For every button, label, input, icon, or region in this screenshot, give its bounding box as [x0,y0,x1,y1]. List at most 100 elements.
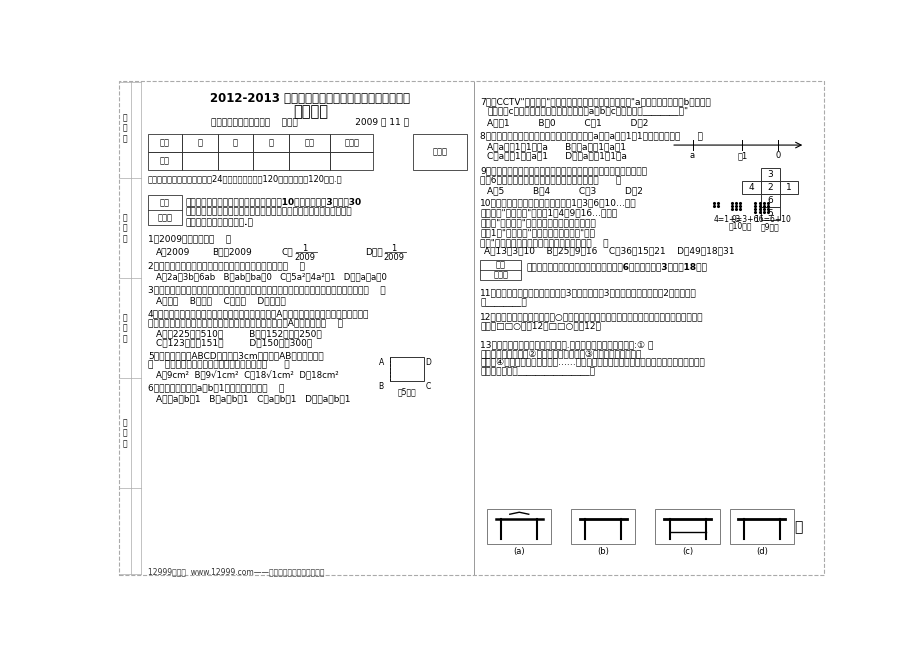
Text: (c): (c) [681,547,692,556]
Text: A．2009: A．2009 [156,247,190,256]
Text: A．－1          B．0          C．1          D．2: A．－1 B．0 C．1 D．2 [487,118,648,127]
Text: 3．用平面截一个几何体，如果截面的形状是长方形（或正方形），那么该几何体不可能是（    ）: 3．用平面截一个几何体，如果截面的形状是长方形（或正方形），那么该几何体不可能是… [148,286,385,294]
Text: 学
号
：: 学 号 ： [122,113,127,143]
Text: 学
校
：: 学 校 ： [122,419,127,448]
Text: 12999数学网  www.12999.com——免费课件、教案、试题下载: 12999数学网 www.12999.com——免费课件、教案、试题下载 [148,567,323,577]
Bar [253,152,289,170]
Text: 9=3+6: 9=3+6 [731,215,758,224]
Text: 的数称为"三角形数"，而把1、4、9、16…这样的: 的数称为"三角形数"，而把1、4、9、16…这样的 [480,209,617,218]
Bar [148,134,182,152]
Text: 数学试题: 数学试题 [292,104,327,119]
Text: 7．在CCTV"开心辞典"栏目中，主持人问这样一道题目："a是最小的正整数，b是最大的: 7．在CCTV"开心辞典"栏目中，主持人问这样一道题目："a是最小的正整数，b是… [480,97,710,106]
Text: B: B [379,382,383,391]
Bar [760,194,778,207]
Text: 10．古希腊著名的毕达哥拉斯学派把1、3、6、10…这样: 10．古希腊著名的毕达哥拉斯学派把1、3、6、10…这样 [480,199,636,207]
Text: 负整数，c是绝对值最小的有理数，请问：a、b、c三数之和是________。": 负整数，c是绝对值最小的有理数，请问：a、b、c三数之和是________。" [487,106,687,115]
Text: 姓
名
：: 姓 名 ： [122,213,127,243]
Text: 总分: 总分 [304,138,314,148]
Bar [413,134,467,170]
Text: C．a＜－1＜－a＜1      D．－a＜－1＜1＜a: C．a＜－1＜－a＜1 D．－a＜－1＜1＜a [487,151,627,160]
Text: 第10题图: 第10题图 [728,222,751,231]
Text: 座位号: 座位号 [432,148,448,157]
Text: A．2a＋3b＝6ab   B．ab－ba＝0   C．5a²－4a²＝1   D．－a－a＝0: A．2a＋3b＝6ab B．ab－ba＝0 C．5a²－4a²＝1 D．－a－a… [156,273,387,281]
Text: 3: 3 [766,170,772,179]
Text: D．－: D．－ [365,247,382,256]
Bar [218,134,253,152]
Text: 4=1+3: 4=1+3 [713,215,741,224]
Text: A．a＜－1＜1＜－a      B．－a＜－1＜a＜1: A．a＜－1＜1＜－a B．－a＜－1＜a＜1 [487,142,626,151]
Text: 看吧；④最后它终于爬上了桌子……请你根据小狗四次观看礼物的顺序把下面四幅图对应字: 看吧；④最后它终于爬上了桌子……请你根据小狗四次观看礼物的顺序把下面四幅图对应字 [480,358,704,367]
Text: 1: 1 [301,244,307,253]
Text: 6．去括号：－（－a＋b－1）结果正确的是（    ）: 6．去括号：－（－a＋b－1）结果正确的是（ ） [148,384,284,393]
Text: 11．如果水库的水位高于标准水位3米时，记作＋3米，那么低于标准水位2米时，应记: 11．如果水库的水位高于标准水位3米时，记作＋3米，那么低于标准水位2米时，应记 [480,289,696,298]
Bar [253,134,289,152]
Text: 2009: 2009 [383,254,403,262]
Bar [289,152,330,170]
Text: A: A [378,358,383,367]
Bar [218,152,253,170]
Text: 一、认认真真选，沉着应战！（本大题共10小题，每小题3分，共30
分）每小题有四个选项，其中只有一个选项是正确的，将正确选项的字
母填入相应的题后括号内.）: 一、认认真真选，沉着应战！（本大题共10小题，每小题3分，共30 分）每小题有四… [186,197,361,227]
Text: 第5题图: 第5题图 [397,387,415,396]
Text: 大于1的"正方形数"都可以看作两个相邻"三角: 大于1的"正方形数"都可以看作两个相邻"三角 [480,229,595,238]
Text: (a): (a) [513,547,525,556]
Bar [760,207,778,220]
Text: 题号: 题号 [160,138,170,148]
Text: (b): (b) [596,547,608,556]
Text: 得分: 得分 [160,198,170,207]
Bar [487,510,550,545]
Bar [778,181,797,194]
Text: 2: 2 [766,183,772,192]
Text: 🐕: 🐕 [793,520,801,534]
Bar [654,510,719,545]
Text: A．－a＋b－1   B．a＋b＋1   C．a－b＋1   D．－a＋b＋1: A．－a＋b－1 B．a＋b＋1 C．a－b＋1 D．－a＋b＋1 [156,395,350,404]
Text: 2．下面是小明同学做的合并同类项的题，其中正确的是（    ）: 2．下面是小明同学做的合并同类项的题，其中正确的是（ ） [148,262,304,270]
Text: 2009: 2009 [294,254,315,262]
Bar [148,152,182,170]
Text: 二: 二 [233,138,238,148]
Bar [480,260,521,280]
Bar [760,168,778,181]
Text: 16=6+10: 16=6+10 [753,215,789,224]
Bar [289,134,330,152]
Text: 狗先是趴在地面上瞧②然后抬起了前腿看；③咦，还是站在凳子上: 狗先是趴在地面上瞧②然后抬起了前腿看；③咦，还是站在凳子上 [480,349,641,358]
Text: （说明：本卷共有三个大题，24个小题，全卷满分120分，考试时间120分钟.）: （说明：本卷共有三个大题，24个小题，全卷满分120分，考试时间120分钟.） [148,174,342,183]
Text: 下（向南走为正方向），如果第二次记录时停下，此时他离A点最近的是（    ）: 下（向南走为正方向），如果第二次记录时停下，此时他离A点最近的是（ ） [148,318,343,328]
Text: －1: －1 [736,151,747,160]
Text: A．5          B．4          C．3          D．2: A．5 B．4 C．3 D．2 [487,186,642,195]
Text: 累分人: 累分人 [344,138,358,148]
Bar [182,152,218,170]
Bar [182,134,218,152]
Text: 1: 1 [391,244,396,253]
Text: 5: 5 [766,209,772,218]
Text: 4．小明经常在一条南北方向的公路上散步，他每次从A点出发，两次记录自己散步的情况如: 4．小明经常在一条南北方向的公路上散步，他每次从A点出发，两次记录自己散步的情况… [148,310,369,318]
Text: 形数"之和。下列等式中，符合这一规律的是（    ）: 形数"之和。下列等式中，符合这一规律的是（ ） [480,239,607,248]
Text: 字为6的面是底面，则朝上一面所标注的数字为（      ）: 字为6的面是底面，则朝上一面所标注的数字为（ ） [480,175,620,184]
Bar [729,510,793,545]
Bar [330,134,373,152]
Text: a: a [689,151,695,160]
Text: 一: 一 [198,138,202,148]
Text: 1: 1 [785,183,791,192]
Text: 二、仔仔细细填，记录自信！（本大题共6小题，每小题3分，共18分）: 二、仔仔细细填，记录自信！（本大题共6小题，每小题3分，共18分） [526,262,707,271]
Text: 得分: 得分 [495,260,505,269]
Text: A．圆柱    B．棱柱    C．圆锥    D．正方体: A．圆柱 B．棱柱 C．圆锥 D．正方体 [156,296,286,306]
Text: A．－225米，510米         B．－152米，－250米: A．－225米，510米 B．－152米，－250米 [156,330,322,339]
Text: 形    旋转一周，所得几何体的主视图的面积是（      ）: 形 旋转一周，所得几何体的主视图的面积是（ ） [148,360,289,369]
Text: 13．桌子摆满了同学们送来的礼物.小狗欢欢好奇地想看个究竟:① 小: 13．桌子摆满了同学们送来的礼物.小狗欢欢好奇地想看个究竟:① 小 [480,340,652,349]
Text: 第9题图: 第9题图 [760,223,778,232]
Text: 阅卷人: 阅卷人 [157,213,172,222]
Text: 母正确的排序为________________．: 母正确的排序为________________． [480,367,595,376]
Text: 0: 0 [775,151,780,160]
Bar [148,195,182,225]
Text: C．: C． [281,247,293,256]
Bar [760,181,778,194]
Text: B．－2009: B．－2009 [211,247,252,256]
Text: 5．如图，正方形ABCD的边长为3cm，以直线AB为轴，将正方: 5．如图，正方形ABCD的边长为3cm，以直线AB为轴，将正方 [148,351,323,360]
Bar [742,181,760,194]
Text: 4: 4 [748,183,754,192]
Bar [571,510,635,545]
Text: 得分: 得分 [160,157,170,166]
Bar [389,358,424,382]
Text: A．9cm²  B．9√1cm²  C．18√1cm²  D．18cm²: A．9cm² B．9√1cm² C．18√1cm² D．18cm² [156,371,339,381]
Text: 8．已知有理数在数轴上对应的点如图所示，则a、－a、－1、1的大小关系是（      ）: 8．已知有理数在数轴上对应的点如图所示，则a、－a、－1、1的大小关系是（ ） [480,131,702,140]
